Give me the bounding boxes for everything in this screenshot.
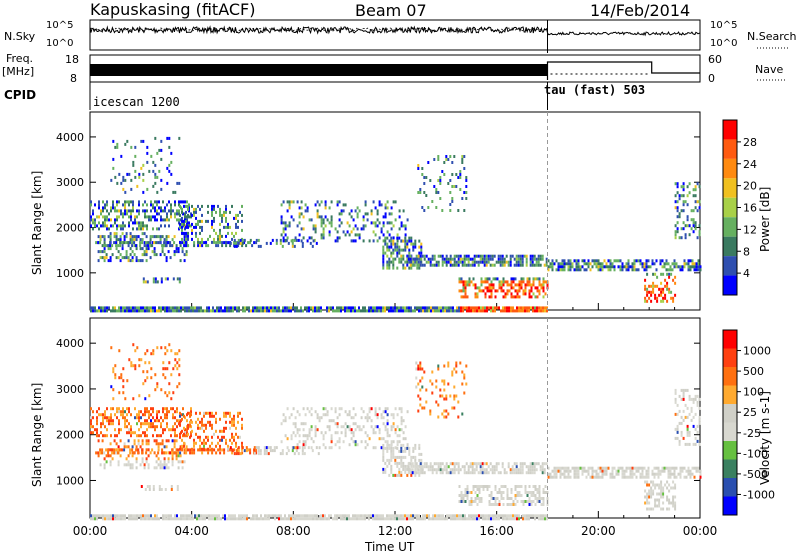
power-ytick-label: 1000 bbox=[56, 267, 84, 280]
velocity-scatter-cells bbox=[90, 343, 702, 521]
power-colorbar-segment bbox=[723, 275, 737, 295]
velocity-colorbar-label: -500 bbox=[743, 468, 768, 481]
power-colorbar-segment bbox=[723, 256, 737, 276]
x-tick-label: 08:00 bbox=[276, 524, 311, 538]
velocity-colorbar-label: 500 bbox=[743, 365, 764, 378]
x-tick-label: 20:00 bbox=[581, 524, 616, 538]
power-colorbar-label: 20 bbox=[743, 180, 757, 193]
nave-label: Nave bbox=[755, 63, 784, 76]
velocity-colorbar-segment bbox=[723, 348, 737, 367]
power-colorbar-segment bbox=[723, 158, 737, 179]
power-colorbar-segment bbox=[723, 120, 737, 140]
velocity-colorbar-segment bbox=[723, 404, 737, 423]
velocity-ytick-label: 4000 bbox=[56, 337, 84, 350]
noise-panel-frame bbox=[89, 19, 701, 51]
freq-tick-bottom: 8 bbox=[70, 72, 77, 85]
velocity-colorbar-segment bbox=[723, 367, 737, 386]
velocity-colorbar-segment bbox=[723, 496, 737, 515]
velocity-colorbar-label: 25 bbox=[743, 406, 757, 419]
velocity-colorbar-label: 1000 bbox=[743, 345, 771, 358]
station-title: Kapuskasing (fitACF) bbox=[90, 0, 256, 19]
freq-label: Freq. bbox=[6, 52, 34, 65]
power-colorbar-label: 12 bbox=[743, 223, 757, 236]
x-tick-label: 12:00 bbox=[378, 524, 413, 538]
freq-line-tau bbox=[546, 61, 700, 80]
velocity-colorbar-segment bbox=[723, 422, 737, 441]
n-sky-tick-top: 10^5 bbox=[46, 20, 74, 31]
power-colorbar-label: 8 bbox=[743, 245, 750, 258]
power-ytick-label: 3000 bbox=[56, 176, 84, 189]
power-colorbar-segment bbox=[723, 236, 737, 257]
nave-tick-bottom: 0 bbox=[708, 72, 715, 85]
power-colorbar-label: 24 bbox=[743, 158, 757, 171]
x-tick-label: 00:00 bbox=[73, 524, 108, 538]
velocity-colorbar-label: 100 bbox=[743, 386, 764, 399]
nave-tick-top: 60 bbox=[708, 53, 722, 66]
beam-title: Beam 07 bbox=[355, 1, 427, 20]
n-sky-label: N.Sky bbox=[4, 30, 36, 43]
velocity-ytick-label: 2000 bbox=[56, 429, 84, 442]
x-tick-label: 16:00 bbox=[479, 524, 514, 538]
cpid-label: CPID bbox=[4, 88, 37, 102]
date-title: 14/Feb/2014 bbox=[590, 1, 691, 20]
n-search-tick-bottom: 10^0 bbox=[710, 38, 738, 49]
freq-tick-top: 18 bbox=[65, 53, 79, 66]
n-sky-tick-bottom: 10^0 bbox=[46, 38, 74, 49]
power-colorbar-segment bbox=[723, 197, 737, 218]
power-colorbar-label: 28 bbox=[743, 136, 757, 149]
power-colorbar-segment bbox=[723, 178, 737, 198]
velocity-panel-frame bbox=[89, 317, 701, 519]
velocity-colorbar-segment bbox=[723, 478, 737, 497]
power-ytick-label: 4000 bbox=[56, 131, 84, 144]
noise-sky-line bbox=[89, 25, 701, 37]
cpid-mode-1: icescan 1200 bbox=[93, 95, 180, 109]
power-colorbar-label: 16 bbox=[743, 202, 757, 215]
velocity-colorbar-segment bbox=[723, 459, 737, 478]
velocity-colorbar-label: -25 bbox=[743, 427, 761, 440]
power-ytick-label: 2000 bbox=[56, 222, 84, 235]
power-colorbar-segment bbox=[723, 217, 737, 237]
x-tick-label: 00:00 bbox=[683, 524, 718, 538]
x-tick-label: 04:00 bbox=[174, 524, 209, 538]
velocity-ytick-label: 1000 bbox=[56, 474, 84, 487]
velocity-ytick-label: 3000 bbox=[56, 383, 84, 396]
cpid-mode-2: tau (fast) 503 bbox=[544, 83, 646, 97]
velocity-colorbar-segment bbox=[723, 330, 737, 349]
velocity-colorbar-frame bbox=[722, 329, 738, 516]
power-panel-frame bbox=[89, 111, 701, 311]
n-search-tick-top: 10^5 bbox=[710, 20, 738, 31]
power-colorbar-segment bbox=[723, 139, 737, 159]
velocity-colorbar-label: -100 bbox=[743, 447, 768, 460]
velocity-colorbar-segment bbox=[723, 441, 737, 460]
power-scatter-cells bbox=[90, 136, 702, 313]
n-search-label: N.Search bbox=[747, 30, 797, 43]
velocity-colorbar-label: -1000 bbox=[743, 488, 775, 501]
freq-unit-label: [MHz] bbox=[2, 65, 35, 78]
velocity-colorbar-segment bbox=[723, 385, 737, 404]
x-axis-title: Time UT bbox=[365, 540, 415, 554]
power-colorbar-label: 4 bbox=[743, 267, 750, 280]
freq-band-icescan bbox=[90, 64, 548, 76]
